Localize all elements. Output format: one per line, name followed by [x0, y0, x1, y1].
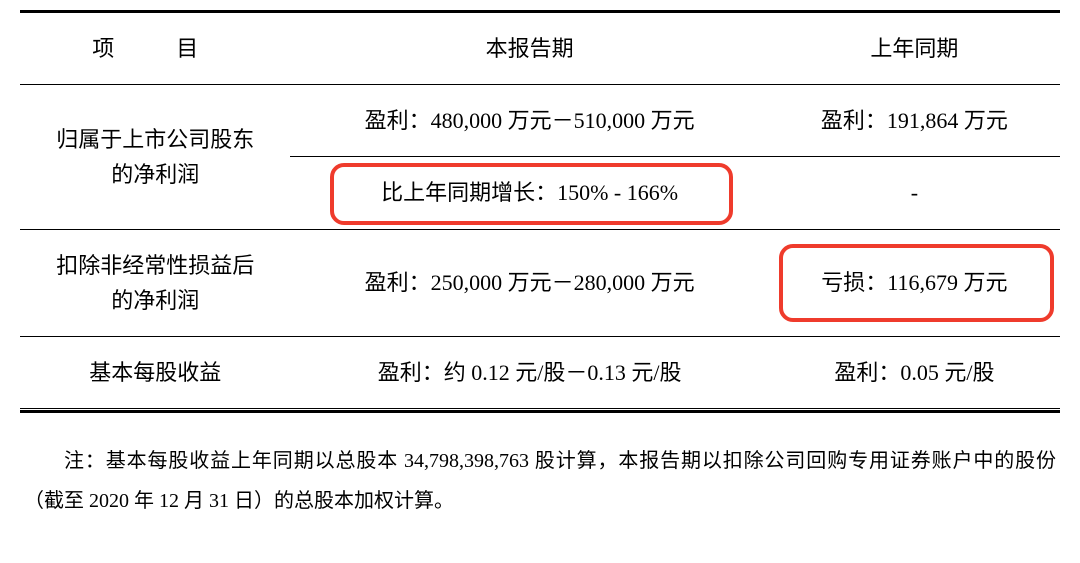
- row2-current: 盈利：250,000 万元－280,000 万元: [290, 229, 768, 336]
- header-col-current: 本报告期: [290, 12, 768, 85]
- row1-prev-line1: 盈利：191,864 万元: [769, 85, 1060, 157]
- row3-label: 基本每股收益: [20, 336, 290, 408]
- header-col-item: 项 目: [20, 12, 290, 85]
- row1-label-line2: 的净利润: [111, 162, 199, 187]
- table: 项 目 本报告期 上年同期 归属于上市公司股东 的净利润 盈利：480,000 …: [20, 10, 1060, 413]
- row2-prev-cell: 亏损：116,679 万元: [769, 229, 1060, 336]
- row2-prev: 亏损：116,679 万元: [821, 270, 1007, 295]
- table-header-row: 项 目 本报告期 上年同期: [20, 12, 1060, 85]
- row1-label: 归属于上市公司股东 的净利润: [20, 85, 290, 229]
- table-row: 归属于上市公司股东 的净利润 盈利：480,000 万元－510,000 万元 …: [20, 85, 1060, 157]
- table-row: 扣除非经常性损益后 的净利润 盈利：250,000 万元－280,000 万元 …: [20, 229, 1060, 336]
- table-bottom-double-rule: [20, 409, 1060, 412]
- financial-summary-table: 项 目 本报告期 上年同期 归属于上市公司股东 的净利润 盈利：480,000 …: [20, 10, 1060, 525]
- row1-current-line2: 比上年同期增长：150% - 166%: [381, 180, 678, 205]
- row1-current-line1: 盈利：480,000 万元－510,000 万元: [290, 85, 768, 157]
- row1-current-line2-cell: 比上年同期增长：150% - 166%: [290, 157, 768, 229]
- table-row: 基本每股收益 盈利：约 0.12 元/股－0.13 元/股 盈利：0.05 元/…: [20, 336, 1060, 408]
- row1-label-line1: 归属于上市公司股东: [56, 127, 254, 152]
- row3-prev: 盈利：0.05 元/股: [769, 336, 1060, 408]
- header-col-item-text: 项 目: [92, 36, 218, 61]
- footnote-text: 注：基本每股收益上年同期以总股本 34,798,398,763 股计算，本报告期…: [20, 441, 1060, 525]
- row2-label-line2: 的净利润: [111, 288, 199, 313]
- row1-prev-line2: -: [769, 157, 1060, 229]
- header-col-prev: 上年同期: [769, 12, 1060, 85]
- row2-label: 扣除非经常性损益后 的净利润: [20, 229, 290, 336]
- row2-label-line1: 扣除非经常性损益后: [56, 253, 254, 278]
- row3-current: 盈利：约 0.12 元/股－0.13 元/股: [290, 336, 768, 408]
